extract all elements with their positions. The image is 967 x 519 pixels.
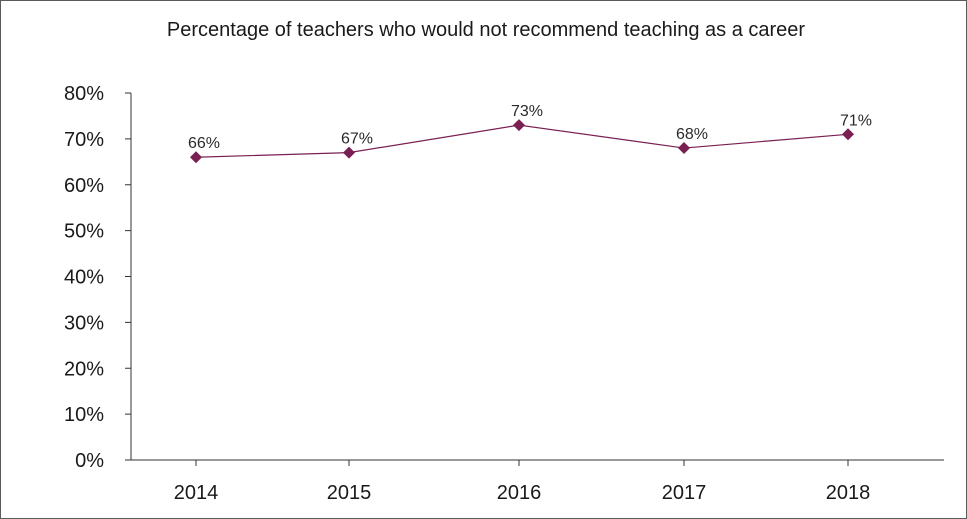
- data-point-marker: [842, 128, 854, 141]
- x-tick-label: 2016: [497, 482, 542, 504]
- x-tick-label: 2015: [327, 482, 372, 504]
- data-label: 71%: [840, 112, 872, 129]
- data-label: 66%: [188, 135, 220, 152]
- y-tick-label: 60%: [64, 175, 104, 197]
- data-point-marker: [513, 119, 525, 132]
- x-tick-label: 2014: [174, 482, 219, 504]
- data-point-marker: [190, 151, 202, 164]
- series-group: 66% 67% 73% 68% 71%: [188, 103, 872, 164]
- y-tick-label: 70%: [64, 129, 104, 151]
- y-tick-label: 80%: [64, 83, 104, 105]
- y-tick-label: 0%: [75, 450, 104, 472]
- y-tick-label: 50%: [64, 221, 104, 243]
- data-label: 68%: [676, 126, 708, 143]
- data-label: 67%: [341, 131, 373, 148]
- data-point-marker: [343, 146, 355, 159]
- x-tick-label: 2018: [826, 482, 871, 504]
- y-tick-label: 40%: [64, 267, 104, 289]
- chart-title: Percentage of teachers who would not rec…: [167, 19, 805, 41]
- axes: 0% 10% 20% 30% 40% 50% 60% 70% 80% 2014 2015 2016 20…: [64, 83, 944, 504]
- x-tick-label: 2017: [662, 482, 707, 504]
- data-point-marker: [678, 142, 690, 155]
- y-tick-label: 10%: [64, 404, 104, 426]
- y-tick-label: 30%: [64, 312, 104, 334]
- series-line: [195, 124, 849, 158]
- data-label: 73%: [511, 103, 543, 120]
- y-tick-label: 20%: [64, 358, 104, 380]
